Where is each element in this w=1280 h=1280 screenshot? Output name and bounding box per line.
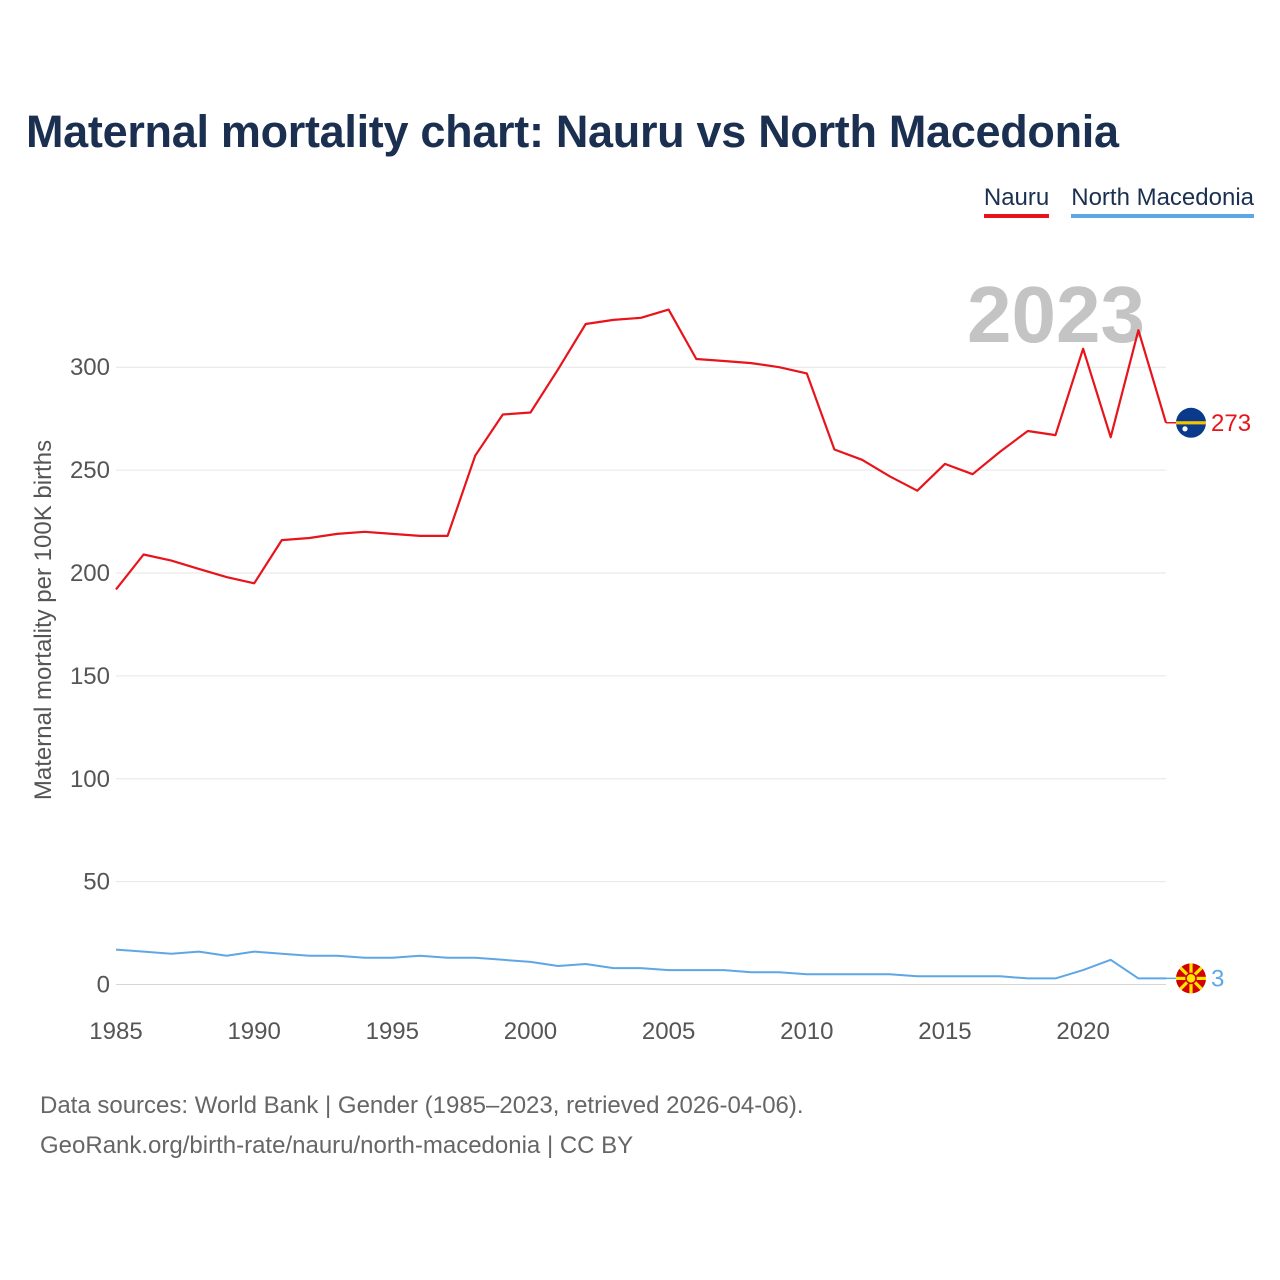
north-macedonia-flag-icon xyxy=(1176,963,1206,994)
y-tick-label: 150 xyxy=(70,663,110,690)
x-axis-ticks: 1985 1990 1995 2000 2005 2010 2015 2020 xyxy=(89,1018,1109,1045)
end-value-label: 3 xyxy=(1211,965,1224,992)
x-tick-label: 1995 xyxy=(366,1018,419,1045)
current-year-label: 2023 xyxy=(967,270,1145,359)
x-tick-label: 2005 xyxy=(642,1018,695,1045)
legend-item-nauru[interactable]: Nauru xyxy=(983,184,1050,218)
x-tick-label: 1990 xyxy=(227,1018,280,1045)
legend-item-north-macedonia[interactable]: North Macedonia xyxy=(1071,184,1254,218)
series-line-north-macedonia xyxy=(115,948,1166,980)
chart-title: Maternal mortality chart: Nauru vs North… xyxy=(26,106,1119,157)
y-tick-label: 50 xyxy=(83,869,110,896)
x-tick-label: 1985 xyxy=(89,1018,142,1045)
x-tick-label: 2010 xyxy=(780,1018,833,1045)
series-endpoints: 273 3 xyxy=(1166,407,1251,994)
y-tick-label: 300 xyxy=(70,354,110,381)
y-tick-label: 0 xyxy=(97,972,110,999)
data-source-note: Data sources: World Bank | Gender (1985–… xyxy=(40,1092,804,1119)
gridlines xyxy=(116,366,1166,986)
x-tick-label: 2015 xyxy=(918,1018,971,1045)
y-tick-label: 250 xyxy=(70,457,110,484)
legend: Nauru North Macedonia xyxy=(983,184,1254,218)
series-line-nauru xyxy=(115,308,1168,591)
y-axis-label: Maternal mortality per 100K births xyxy=(30,440,57,800)
y-tick-label: 100 xyxy=(70,766,110,793)
y-axis-ticks: 0 50 100 150 200 250 300 xyxy=(70,354,110,998)
x-tick-label: 2000 xyxy=(504,1018,557,1045)
y-tick-label: 200 xyxy=(70,560,110,587)
series-lines xyxy=(115,308,1168,980)
footer: Data sources: World Bank | Gender (1985–… xyxy=(40,1086,804,1166)
nauru-flag-icon xyxy=(1176,407,1206,438)
end-value-label: 273 xyxy=(1211,410,1251,437)
source-link[interactable]: GeoRank.org/birth-rate/nauru/north-maced… xyxy=(40,1132,634,1159)
x-tick-label: 2020 xyxy=(1056,1018,1109,1045)
